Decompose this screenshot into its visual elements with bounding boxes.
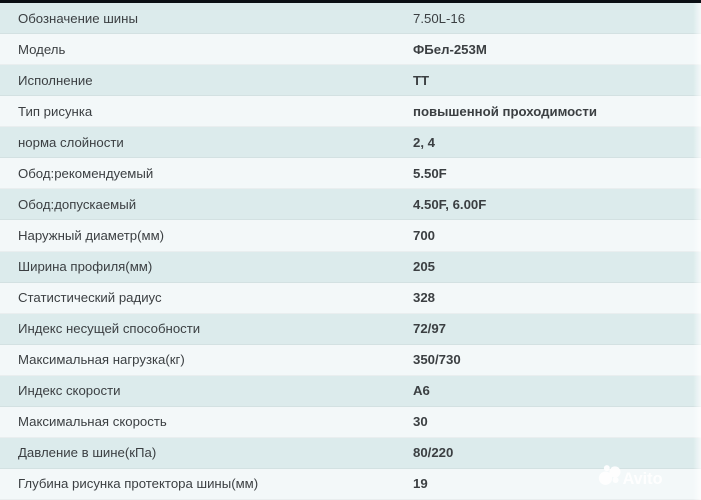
svg-text:Avito: Avito xyxy=(623,470,663,488)
